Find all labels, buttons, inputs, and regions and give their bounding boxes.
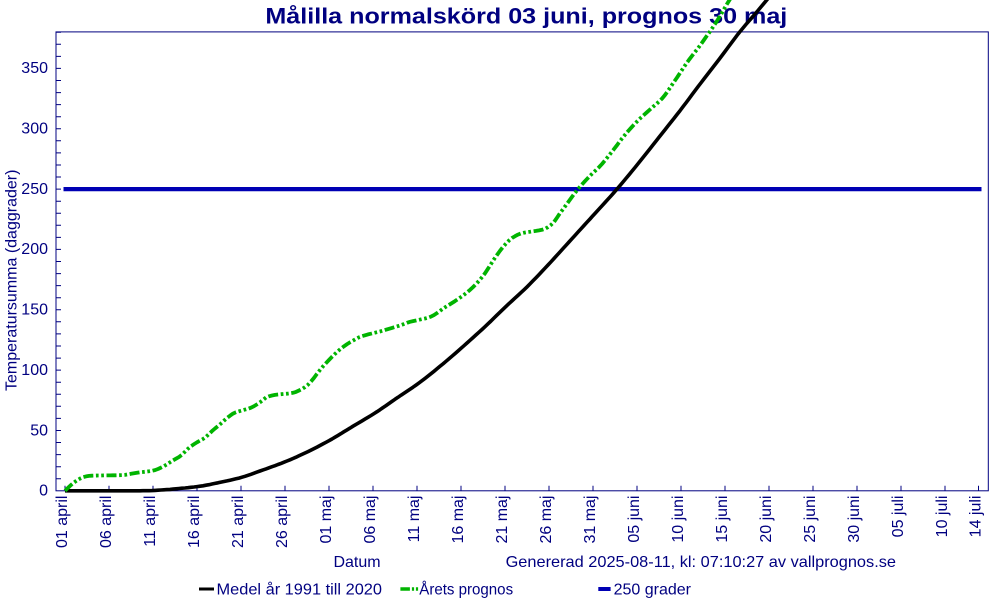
svg-text:100: 100 (21, 362, 48, 379)
svg-text:300: 300 (21, 121, 48, 138)
svg-text:11 april: 11 april (142, 496, 159, 547)
svg-text:30 juni: 30 juni (846, 496, 863, 543)
svg-text:Temperatursumma (daggrader): Temperatursumma (daggrader) (4, 170, 21, 391)
svg-text:20 juni: 20 juni (758, 496, 775, 543)
svg-text:05 juli: 05 juli (890, 496, 907, 538)
svg-text:01 april: 01 april (54, 496, 71, 548)
svg-text:06 maj: 06 maj (362, 496, 379, 544)
svg-text:15 juni: 15 juni (714, 496, 731, 543)
svg-text:250 grader: 250 grader (614, 582, 692, 599)
svg-text:10 juli: 10 juli (934, 496, 951, 538)
svg-text:26 maj: 26 maj (538, 496, 555, 544)
svg-text:14 juli: 14 juli (968, 496, 985, 538)
svg-text:250: 250 (21, 181, 48, 198)
svg-text:16 maj: 16 maj (450, 496, 467, 544)
svg-text:05 juni: 05 juni (626, 496, 643, 543)
svg-text:Datum: Datum (333, 554, 380, 571)
svg-text:350: 350 (21, 60, 48, 77)
svg-text:26 april: 26 april (274, 496, 291, 548)
svg-text:21 april: 21 april (230, 496, 247, 548)
svg-text:10 juni: 10 juni (670, 496, 687, 543)
svg-text:Målilla normalskörd 03 juni, p: Målilla normalskörd 03 juni, prognos 30 … (265, 4, 787, 29)
svg-text:200: 200 (21, 241, 48, 258)
svg-text:Medel år 1991 till 2020: Medel år 1991 till 2020 (217, 581, 383, 599)
svg-text:150: 150 (21, 302, 48, 319)
svg-text:50: 50 (30, 422, 48, 439)
svg-text:01 maj: 01 maj (318, 496, 335, 544)
svg-text:Genererad 2025-08-11, kl: 07:1: Genererad 2025-08-11, kl: 07:10:27 av va… (506, 554, 897, 571)
svg-text:11 maj: 11 maj (406, 496, 423, 543)
svg-text:31 maj: 31 maj (582, 496, 599, 544)
svg-text:16 april: 16 april (186, 496, 203, 548)
svg-text:21 maj: 21 maj (494, 496, 511, 544)
svg-text:0: 0 (39, 483, 48, 500)
svg-text:25 juni: 25 juni (802, 496, 819, 543)
svg-text:Årets prognos: Årets prognos (419, 580, 513, 599)
svg-text:06 april: 06 april (98, 496, 115, 548)
